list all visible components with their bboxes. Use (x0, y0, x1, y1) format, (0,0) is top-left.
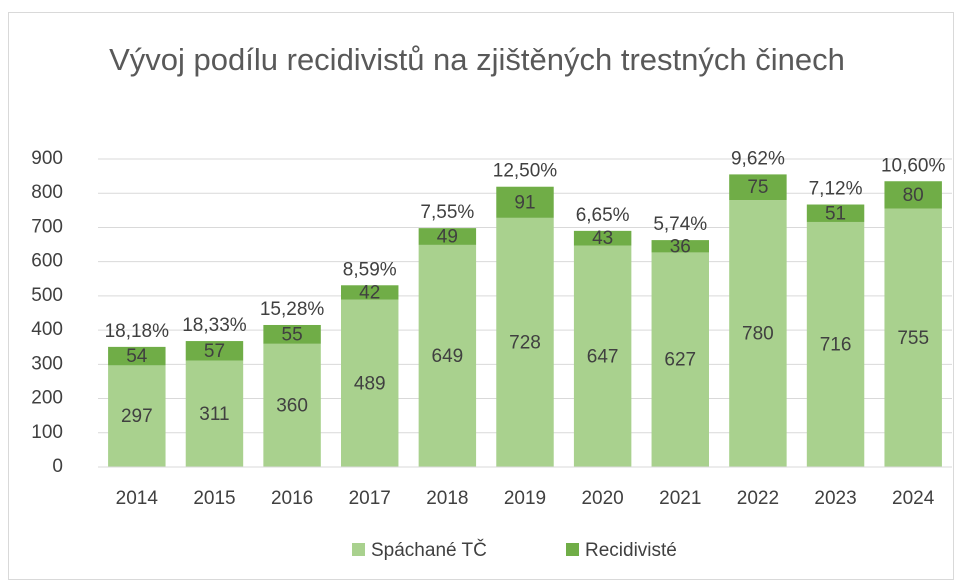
annotation: 18,33% (182, 315, 247, 336)
data-label: 91 (514, 192, 535, 213)
annotation: 7,55% (420, 202, 474, 223)
x-tick-label: 2014 (116, 488, 159, 509)
bar-segment (573, 245, 632, 467)
bar-segment (185, 360, 244, 467)
x-tick-label: 2015 (193, 488, 235, 509)
data-label: 80 (903, 185, 924, 206)
annotation: 5,74% (653, 214, 707, 235)
x-tick-label: 2019 (504, 488, 546, 509)
bar-segment (729, 200, 787, 468)
bar-segment (108, 365, 166, 467)
legend-label: Spáchané TČ (371, 539, 487, 561)
bar-segment (496, 186, 554, 218)
bar-segment (651, 252, 709, 467)
annotation: 12,50% (493, 161, 558, 182)
annotation: 9,62% (731, 148, 785, 169)
x-tick-label: 2020 (581, 488, 623, 509)
data-label: 43 (592, 228, 613, 249)
x-tick-label: 2017 (349, 488, 391, 509)
annotation: 15,28% (260, 299, 325, 320)
data-label: 755 (897, 328, 929, 349)
chart-border (8, 12, 954, 580)
data-label: 51 (825, 203, 846, 224)
x-tick-label: 2023 (814, 488, 856, 509)
data-label: 647 (587, 346, 619, 367)
y-tick-label: 200 (31, 388, 63, 409)
bar-segment (418, 244, 477, 467)
data-label: 54 (126, 346, 148, 367)
y-tick-label: 100 (31, 422, 63, 443)
annotation: 8,59% (343, 259, 397, 280)
data-label: 311 (199, 404, 229, 425)
y-tick-label: 700 (31, 216, 63, 237)
bar-segment (884, 181, 942, 209)
x-tick-label: 2021 (659, 488, 701, 509)
data-label: 627 (664, 350, 696, 371)
annotation: 7,12% (809, 179, 863, 200)
data-label: 55 (282, 324, 303, 345)
bar-segment (418, 228, 477, 245)
y-tick-label: 800 (31, 182, 63, 203)
bar-segment (263, 324, 321, 344)
annotation: 10,60% (881, 155, 946, 176)
legend-label: Recidivisté (585, 540, 677, 561)
y-tick-label: 400 (31, 319, 63, 340)
y-tick-label: 0 (52, 456, 63, 477)
y-tick-label: 900 (31, 148, 63, 169)
x-tick-label: 2022 (737, 488, 779, 509)
data-label: 75 (747, 177, 768, 198)
data-label: 360 (276, 395, 308, 416)
data-label: 649 (432, 346, 464, 367)
bar-segment (651, 240, 709, 253)
y-tick-label: 300 (31, 353, 63, 374)
bar-segment (806, 204, 865, 222)
bar-segment (263, 343, 321, 467)
data-label: 42 (359, 282, 380, 303)
data-label: 728 (509, 332, 541, 353)
y-tick-label: 500 (31, 285, 63, 306)
data-label: 49 (437, 227, 458, 248)
x-tick-label: 2016 (271, 488, 313, 509)
bar-segment (341, 299, 399, 467)
data-label: 57 (204, 341, 225, 362)
data-label: 297 (121, 406, 153, 427)
bar-segment (185, 341, 244, 361)
legend-swatch (566, 543, 579, 556)
legend-swatch (352, 543, 365, 556)
data-label: 716 (820, 335, 852, 356)
data-label: 780 (742, 324, 774, 345)
annotation: 6,65% (576, 205, 630, 226)
bar-segment (884, 208, 942, 467)
bar-segment (729, 174, 787, 201)
y-tick-label: 600 (31, 251, 63, 272)
x-tick-label: 2018 (426, 488, 468, 509)
data-label: 36 (670, 236, 691, 257)
annotation: 18,18% (105, 321, 170, 342)
chart-title: Vývoj podílu recidivistů na zjištěných t… (109, 42, 845, 77)
bar-segment (108, 346, 166, 366)
data-label: 489 (354, 373, 386, 394)
bar-segment (573, 230, 632, 246)
bar-segment (806, 221, 865, 467)
bar-segment (341, 285, 399, 300)
bar-segment (496, 217, 554, 467)
x-tick-label: 2024 (892, 488, 935, 509)
